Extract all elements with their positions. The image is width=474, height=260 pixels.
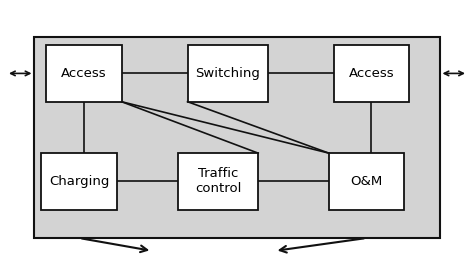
Bar	[188, 45, 268, 102]
Bar	[334, 45, 409, 102]
Text: Access: Access	[61, 67, 107, 80]
Text: O&M: O&M	[350, 175, 383, 188]
Text: Charging: Charging	[49, 175, 109, 188]
Text: Access: Access	[348, 67, 394, 80]
Bar	[41, 153, 117, 210]
Bar	[178, 153, 258, 210]
Text: Traffic
control: Traffic control	[195, 167, 241, 196]
Bar	[46, 45, 121, 102]
Bar	[329, 153, 404, 210]
Text: Switching: Switching	[195, 67, 260, 80]
Bar	[35, 37, 439, 238]
